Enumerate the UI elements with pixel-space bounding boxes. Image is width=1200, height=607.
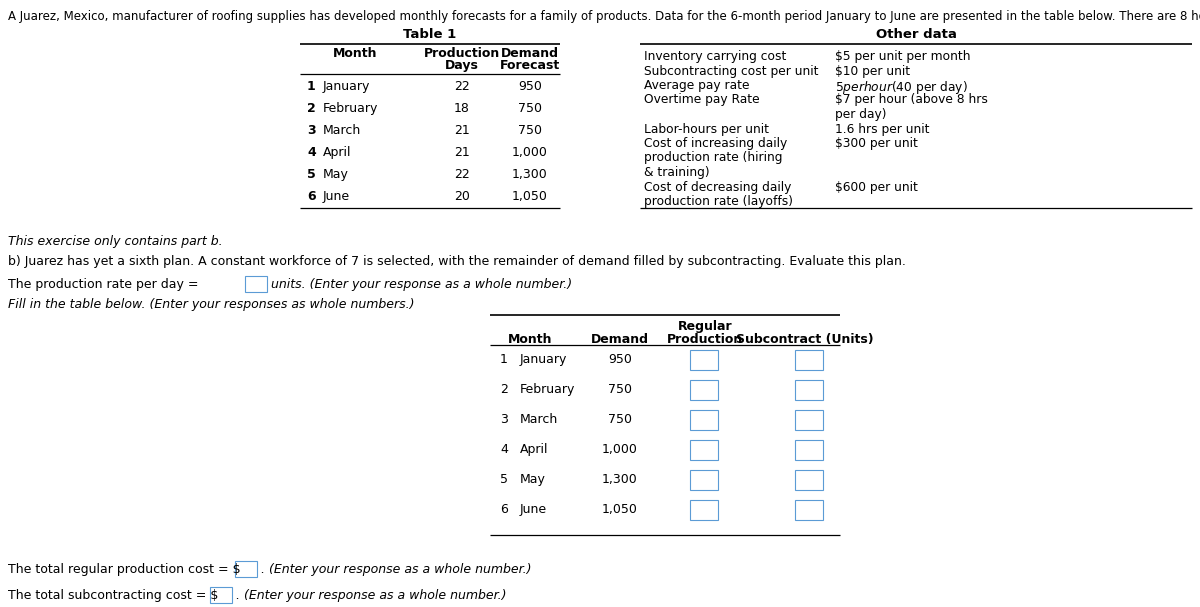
Bar xyxy=(210,587,232,603)
Text: 6: 6 xyxy=(500,503,508,516)
Text: Cost of increasing daily: Cost of increasing daily xyxy=(644,137,787,150)
Text: 1,300: 1,300 xyxy=(512,168,548,181)
Text: February: February xyxy=(323,102,378,115)
Text: . (Enter your response as a whole number.): . (Enter your response as a whole number… xyxy=(236,589,506,602)
Text: Cost of decreasing daily: Cost of decreasing daily xyxy=(644,180,791,194)
Text: March: March xyxy=(520,413,558,426)
Text: 750: 750 xyxy=(518,102,542,115)
Text: $5 per hour ($40 per day): $5 per hour ($40 per day) xyxy=(835,79,968,96)
Text: February: February xyxy=(520,383,575,396)
Text: production rate (hiring: production rate (hiring xyxy=(644,152,782,164)
Text: 3: 3 xyxy=(500,413,508,426)
Text: Table 1: Table 1 xyxy=(403,28,457,41)
Bar xyxy=(690,500,718,520)
Bar xyxy=(690,380,718,400)
Text: The total regular production cost = $: The total regular production cost = $ xyxy=(8,563,241,576)
Bar xyxy=(690,440,718,460)
Text: Overtime pay Rate: Overtime pay Rate xyxy=(644,93,760,106)
Text: $300 per unit: $300 per unit xyxy=(835,137,918,150)
Text: May: May xyxy=(520,473,546,486)
Text: April: April xyxy=(520,443,548,456)
Text: $600 per unit: $600 per unit xyxy=(835,180,918,194)
Text: Days: Days xyxy=(445,59,479,72)
Text: Month: Month xyxy=(508,333,552,346)
Text: units. (Enter your response as a whole number.): units. (Enter your response as a whole n… xyxy=(271,278,572,291)
Text: 4: 4 xyxy=(307,146,316,159)
Text: March: March xyxy=(323,124,361,137)
Text: 1,000: 1,000 xyxy=(512,146,548,159)
Text: 950: 950 xyxy=(608,353,632,366)
Text: 22: 22 xyxy=(454,80,470,93)
Text: June: June xyxy=(520,503,547,516)
Text: 21: 21 xyxy=(454,124,470,137)
Text: Subcontract (Units): Subcontract (Units) xyxy=(736,333,874,346)
Text: January: January xyxy=(520,353,568,366)
Bar xyxy=(796,440,823,460)
Text: Average pay rate: Average pay rate xyxy=(644,79,750,92)
Text: $5 per unit per month: $5 per unit per month xyxy=(835,50,971,63)
Text: 21: 21 xyxy=(454,146,470,159)
Text: Demand: Demand xyxy=(502,47,559,60)
Text: 1,000: 1,000 xyxy=(602,443,638,456)
Bar xyxy=(690,350,718,370)
Text: . (Enter your response as a whole number.): . (Enter your response as a whole number… xyxy=(262,563,532,576)
Text: 1,050: 1,050 xyxy=(512,190,548,203)
Bar xyxy=(796,410,823,430)
Text: May: May xyxy=(323,168,349,181)
Text: 950: 950 xyxy=(518,80,542,93)
Text: 1: 1 xyxy=(500,353,508,366)
Text: Forecast: Forecast xyxy=(500,59,560,72)
Text: This exercise only contains part b.: This exercise only contains part b. xyxy=(8,235,223,248)
Text: b) Juarez has yet a sixth plan. A constant workforce of 7 is selected, with the : b) Juarez has yet a sixth plan. A consta… xyxy=(8,255,906,268)
Text: $10 per unit: $10 per unit xyxy=(835,64,910,78)
Bar xyxy=(796,380,823,400)
Text: 3: 3 xyxy=(307,124,316,137)
Text: Fill in the table below. (Enter your responses as whole numbers.): Fill in the table below. (Enter your res… xyxy=(8,298,414,311)
Text: April: April xyxy=(323,146,352,159)
Text: Regular: Regular xyxy=(678,320,732,333)
Text: January: January xyxy=(323,80,371,93)
Text: 22: 22 xyxy=(454,168,470,181)
Text: 5: 5 xyxy=(307,168,316,181)
Text: 1,300: 1,300 xyxy=(602,473,638,486)
Text: Demand: Demand xyxy=(592,333,649,346)
Text: 1.6 hrs per unit: 1.6 hrs per unit xyxy=(835,123,930,135)
Text: 6: 6 xyxy=(307,190,316,203)
Text: June: June xyxy=(323,190,350,203)
Bar xyxy=(690,470,718,490)
Text: Month: Month xyxy=(332,47,377,60)
Text: Production: Production xyxy=(667,333,743,346)
Text: $7 per hour (above 8 hrs: $7 per hour (above 8 hrs xyxy=(835,93,988,106)
Text: Other data: Other data xyxy=(876,28,956,41)
Text: 18: 18 xyxy=(454,102,470,115)
Bar xyxy=(796,470,823,490)
Text: 750: 750 xyxy=(608,413,632,426)
Text: Subcontracting cost per unit: Subcontracting cost per unit xyxy=(644,64,818,78)
Text: 2: 2 xyxy=(500,383,508,396)
Text: 4: 4 xyxy=(500,443,508,456)
Text: Inventory carrying cost: Inventory carrying cost xyxy=(644,50,786,63)
Text: Labor-hours per unit: Labor-hours per unit xyxy=(644,123,769,135)
Text: 1: 1 xyxy=(307,80,316,93)
Text: The total subcontracting cost = $: The total subcontracting cost = $ xyxy=(8,589,218,602)
Text: 20: 20 xyxy=(454,190,470,203)
Text: The production rate per day =: The production rate per day = xyxy=(8,278,198,291)
Text: Production: Production xyxy=(424,47,500,60)
Text: A Juarez, Mexico, manufacturer of roofing supplies has developed monthly forecas: A Juarez, Mexico, manufacturer of roofin… xyxy=(8,10,1200,23)
Bar xyxy=(690,410,718,430)
Text: 5: 5 xyxy=(500,473,508,486)
Text: per day): per day) xyxy=(835,108,887,121)
Text: 750: 750 xyxy=(608,383,632,396)
Bar xyxy=(235,561,257,577)
Bar xyxy=(796,500,823,520)
Text: 1,050: 1,050 xyxy=(602,503,638,516)
Text: 2: 2 xyxy=(307,102,316,115)
Text: 750: 750 xyxy=(518,124,542,137)
Bar xyxy=(796,350,823,370)
Bar xyxy=(245,276,266,292)
Text: & training): & training) xyxy=(644,166,709,179)
Text: production rate (layoffs): production rate (layoffs) xyxy=(644,195,793,208)
